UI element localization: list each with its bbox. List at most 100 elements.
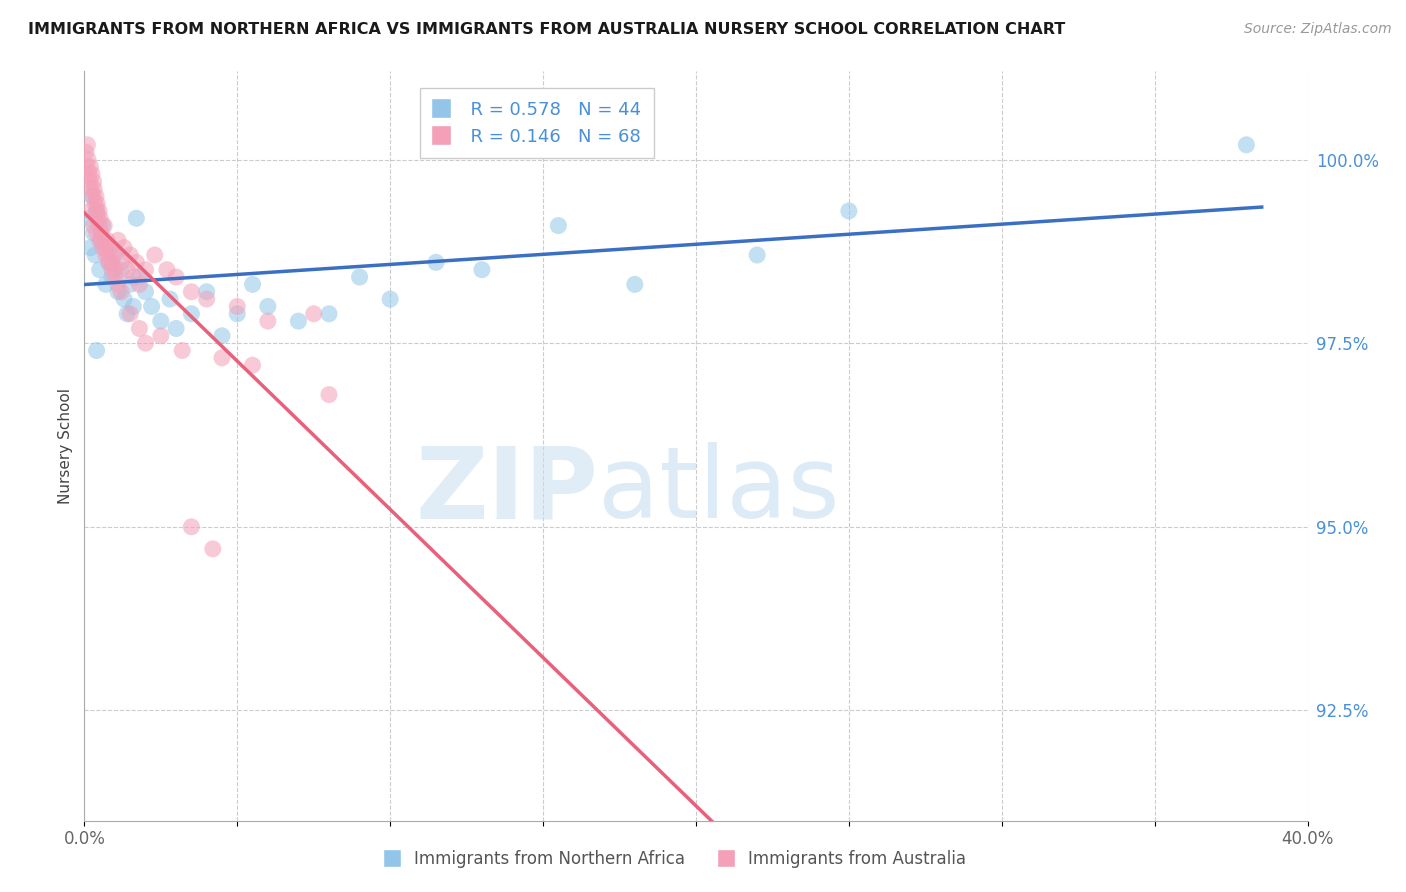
Point	[101, 270, 124, 285]
Point	[104, 270, 127, 285]
Point	[122, 300, 145, 314]
Point	[90, 226, 112, 240]
Point	[86, 196, 108, 211]
Point	[98, 241, 121, 255]
Point	[211, 328, 233, 343]
Point	[115, 262, 138, 277]
Point	[112, 241, 135, 255]
Point	[80, 182, 103, 196]
Point	[107, 233, 129, 247]
Text: ZIP: ZIP	[415, 442, 598, 540]
Point	[91, 219, 114, 233]
Point	[380, 292, 402, 306]
Point	[115, 307, 138, 321]
Point	[107, 285, 129, 299]
Point	[86, 203, 108, 218]
Legend: Immigrants from Northern Africa, Immigrants from Australia: Immigrants from Northern Africa, Immigra…	[377, 844, 973, 875]
Point	[89, 211, 111, 226]
Point	[86, 203, 108, 218]
Point	[195, 285, 218, 299]
Point	[226, 307, 249, 321]
Point	[195, 292, 218, 306]
Point	[86, 343, 108, 358]
Point	[94, 248, 117, 262]
Point	[180, 285, 202, 299]
Point	[103, 248, 125, 262]
Point	[838, 203, 860, 218]
Point	[79, 203, 101, 218]
Point	[112, 292, 135, 306]
Point	[226, 300, 249, 314]
Point	[165, 321, 187, 335]
Point	[79, 175, 101, 189]
Point	[101, 255, 124, 269]
Point	[80, 167, 103, 181]
Legend:   R = 0.578   N = 44,   R = 0.146   N = 68: R = 0.578 N = 44, R = 0.146 N = 68	[420, 88, 654, 158]
Point	[211, 351, 233, 365]
Point	[143, 248, 166, 262]
Point	[94, 277, 117, 292]
Text: Source: ZipAtlas.com: Source: ZipAtlas.com	[1244, 22, 1392, 37]
Point	[84, 248, 107, 262]
Point	[89, 262, 111, 277]
Point	[83, 219, 105, 233]
Point	[159, 292, 181, 306]
Point	[97, 255, 120, 269]
Point	[104, 262, 127, 277]
Point	[91, 233, 114, 247]
Point	[104, 248, 127, 262]
Point	[91, 241, 114, 255]
Point	[97, 255, 120, 269]
Point	[120, 277, 142, 292]
Text: IMMIGRANTS FROM NORTHERN AFRICA VS IMMIGRANTS FROM AUSTRALIA NURSERY SCHOOL CORR: IMMIGRANTS FROM NORTHERN AFRICA VS IMMIG…	[28, 22, 1066, 37]
Point	[77, 153, 100, 167]
Point	[1236, 137, 1258, 152]
Point	[287, 314, 309, 328]
Point	[302, 307, 325, 321]
Point	[84, 196, 107, 211]
Point	[125, 255, 148, 269]
Point	[79, 160, 101, 174]
Point	[89, 233, 111, 247]
Point	[76, 160, 98, 174]
Text: atlas: atlas	[598, 442, 839, 540]
Point	[122, 270, 145, 285]
Point	[110, 262, 132, 277]
Point	[135, 285, 157, 299]
Point	[318, 307, 340, 321]
Point	[93, 219, 115, 233]
Y-axis label: Nursery School: Nursery School	[58, 388, 73, 504]
Point	[141, 300, 163, 314]
Point	[201, 541, 224, 556]
Point	[120, 248, 142, 262]
Point	[257, 314, 280, 328]
Point	[77, 167, 100, 181]
Point	[747, 248, 769, 262]
Point	[180, 520, 202, 534]
Point	[84, 189, 107, 203]
Point	[135, 336, 157, 351]
Point	[87, 203, 110, 218]
Point	[110, 285, 132, 299]
Point	[257, 300, 280, 314]
Point	[349, 270, 371, 285]
Point	[83, 226, 105, 240]
Point	[90, 233, 112, 247]
Point	[101, 262, 124, 277]
Point	[128, 321, 150, 335]
Point	[87, 211, 110, 226]
Point	[318, 387, 340, 401]
Point	[180, 307, 202, 321]
Point	[425, 255, 447, 269]
Point	[624, 277, 647, 292]
Point	[242, 358, 264, 372]
Point	[75, 145, 97, 160]
Point	[86, 226, 108, 240]
Point	[89, 219, 111, 233]
Point	[110, 255, 132, 269]
Point	[97, 248, 120, 262]
Point	[135, 262, 157, 277]
Point	[120, 307, 142, 321]
Point	[128, 270, 150, 285]
Point	[76, 137, 98, 152]
